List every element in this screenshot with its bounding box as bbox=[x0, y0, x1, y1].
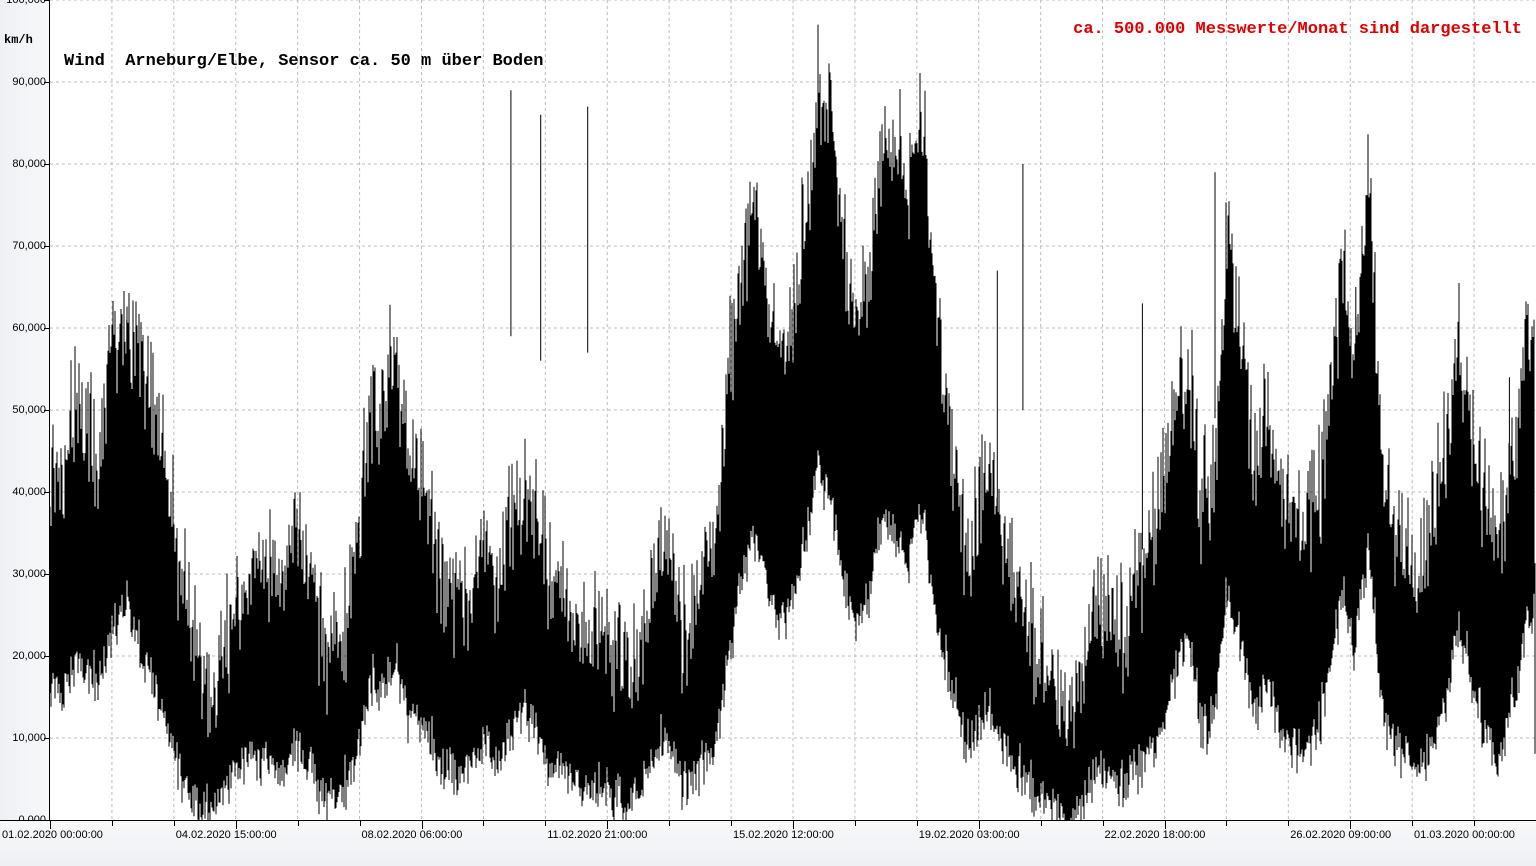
x-tick-label: 11.02.2020 21:00:00 bbox=[547, 829, 647, 841]
y-tick-mark bbox=[44, 164, 50, 165]
x-minor-tick-mark bbox=[669, 821, 670, 826]
x-tick-mark bbox=[422, 821, 423, 829]
y-tick-label: 40,000 bbox=[0, 486, 46, 498]
y-tick-mark bbox=[44, 82, 50, 83]
y-tick-label: 100,000 bbox=[0, 0, 46, 6]
x-minor-tick-mark bbox=[174, 821, 175, 826]
x-tick-mark bbox=[793, 821, 794, 829]
x-tick-mark bbox=[1350, 821, 1351, 829]
x-minor-tick-mark bbox=[1412, 821, 1413, 826]
y-tick-label: 60,000 bbox=[0, 322, 46, 334]
x-tick-mark bbox=[979, 821, 980, 829]
y-tick-mark bbox=[44, 656, 50, 657]
x-tick-mark bbox=[50, 821, 51, 829]
y-axis-unit: km/h bbox=[4, 33, 33, 47]
x-minor-tick-mark bbox=[731, 821, 732, 826]
x-tick-label: 26.02.2020 09:00:00 bbox=[1290, 829, 1391, 841]
plot-area: Wind Arneburg/Elbe, Sensor ca. 50 m über… bbox=[50, 0, 1536, 820]
x-minor-tick-mark bbox=[1041, 821, 1042, 826]
x-minor-tick-mark bbox=[298, 821, 299, 826]
x-minor-tick-mark bbox=[112, 821, 113, 826]
y-tick-mark bbox=[44, 410, 50, 411]
chart-note: ca. 500.000 Messwerte/Monat sind dargest… bbox=[1073, 20, 1522, 39]
chart-title: Wind Arneburg/Elbe, Sensor ca. 50 m über… bbox=[64, 52, 543, 71]
x-minor-tick-mark bbox=[1226, 821, 1227, 826]
x-tick-mark bbox=[607, 821, 608, 829]
y-tick-mark bbox=[44, 0, 50, 1]
x-tick-label: 01.03.2020 00:00:00 bbox=[1414, 829, 1515, 841]
x-minor-tick-mark bbox=[1474, 821, 1475, 826]
x-minor-tick-mark bbox=[1288, 821, 1289, 826]
x-tick-label: 15.02.2020 12:00:00 bbox=[733, 829, 834, 841]
y-tick-label: 90,000 bbox=[0, 76, 46, 88]
y-tick-mark bbox=[44, 246, 50, 247]
y-tick-label: 70,000 bbox=[0, 240, 46, 252]
y-tick-label: 20,000 bbox=[0, 650, 46, 662]
x-minor-tick-mark bbox=[483, 821, 484, 826]
y-tick-label: 30,000 bbox=[0, 568, 46, 580]
x-tick-mark bbox=[1165, 821, 1166, 829]
x-minor-tick-mark bbox=[917, 821, 918, 826]
x-tick-mark bbox=[236, 821, 237, 829]
plot-svg bbox=[50, 0, 1536, 820]
y-tick-label: 10,000 bbox=[0, 732, 46, 744]
y-tick-mark bbox=[44, 492, 50, 493]
x-tick-label: 22.02.2020 18:00:00 bbox=[1105, 829, 1206, 841]
y-tick-mark bbox=[44, 738, 50, 739]
x-axis: 01.02.2020 00:00:00 04.02.2020 15:00:00 08… bbox=[0, 820, 1536, 866]
x-minor-tick-mark bbox=[360, 821, 361, 826]
x-minor-tick-mark bbox=[1103, 821, 1104, 826]
y-axis: km/h 0,00010,00020,00030,00040,00050,000… bbox=[0, 0, 50, 820]
x-tick-label: 08.02.2020 06:00:00 bbox=[362, 829, 463, 841]
y-tick-mark bbox=[44, 328, 50, 329]
x-tick-label: 19.02.2020 03:00:00 bbox=[919, 829, 1020, 841]
x-tick-label: 04.02.2020 15:00:00 bbox=[176, 829, 277, 841]
x-minor-tick-mark bbox=[855, 821, 856, 826]
y-tick-label: 50,000 bbox=[0, 404, 46, 416]
x-tick-label: 01.02.2020 00:00:00 bbox=[2, 829, 103, 841]
y-tick-label: 80,000 bbox=[0, 158, 46, 170]
y-tick-mark bbox=[44, 574, 50, 575]
wind-chart: Wind Arneburg/Elbe, Sensor ca. 50 m über… bbox=[0, 0, 1536, 866]
x-minor-tick-mark bbox=[545, 821, 546, 826]
